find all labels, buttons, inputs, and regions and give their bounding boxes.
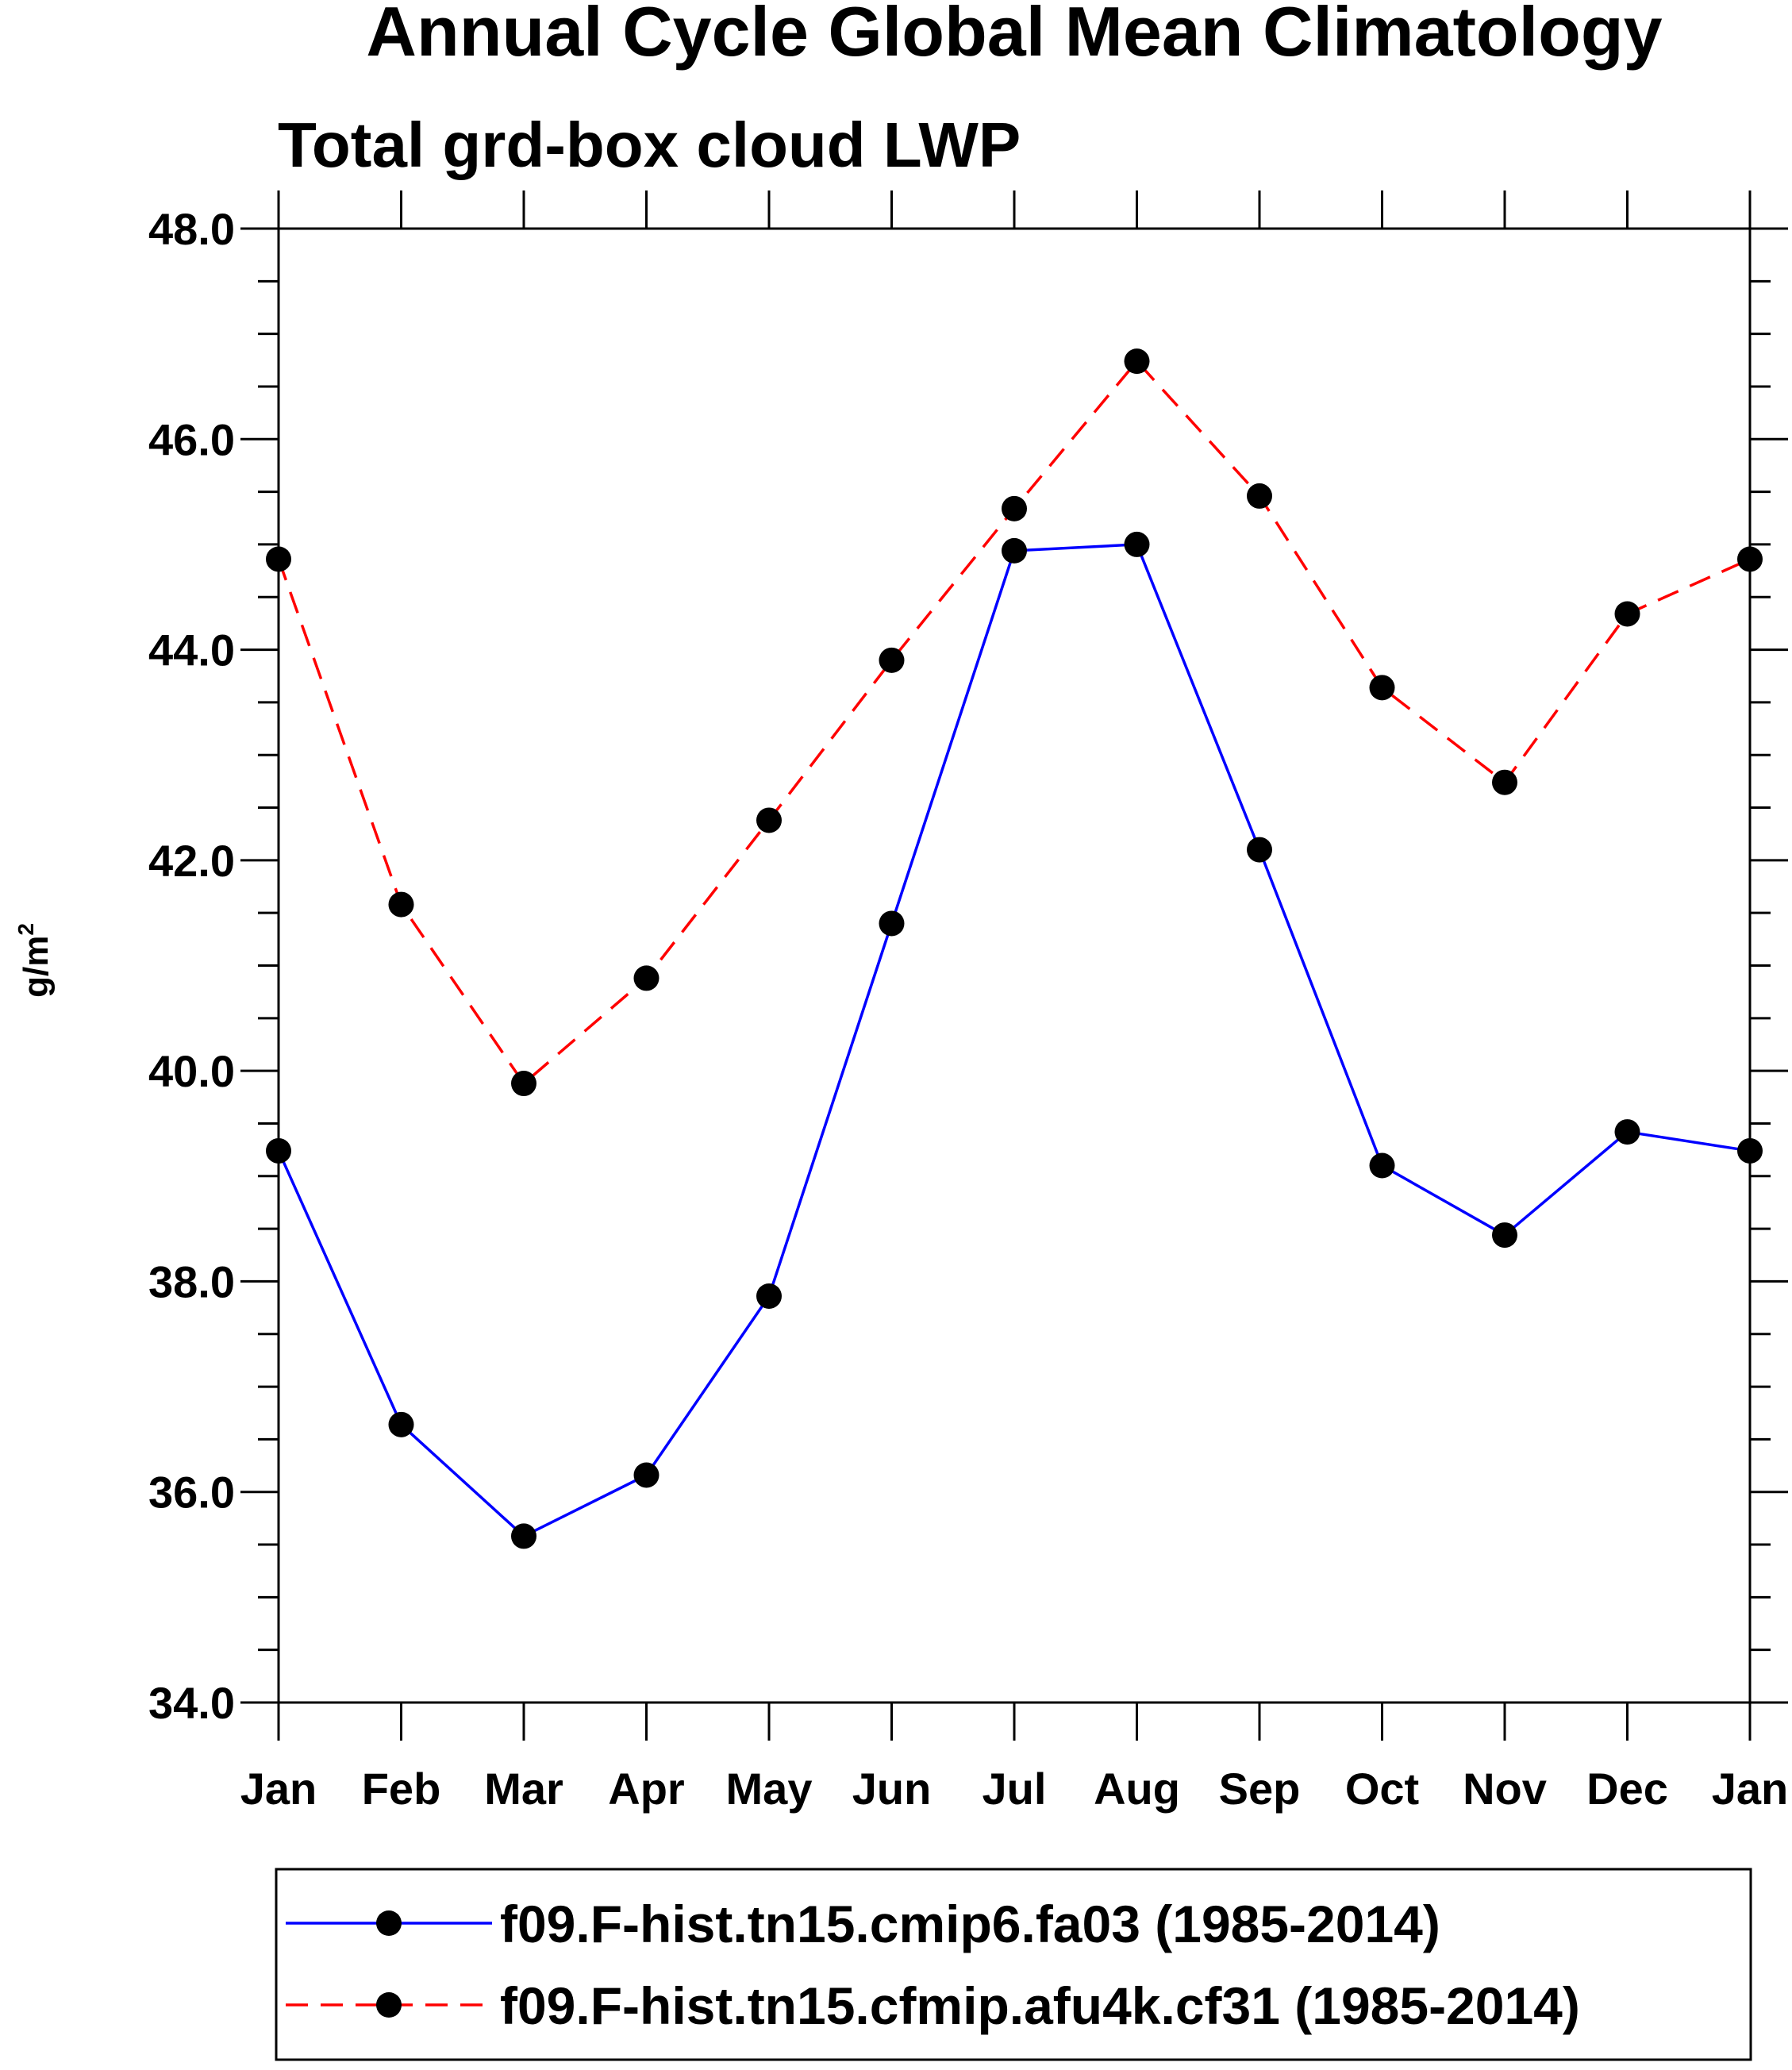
legend-marker-2: [376, 1992, 402, 2018]
data-point: [1369, 1152, 1395, 1179]
plot-frame: [277, 227, 1752, 1704]
data-point: [1124, 348, 1150, 375]
x-tick-label: Aug: [1094, 1764, 1180, 1814]
chart-subtitle: Total grd-box cloud LWP: [278, 110, 1021, 180]
x-tick-label: Dec: [1586, 1764, 1668, 1814]
y-tick-label: 36.0: [148, 1468, 235, 1518]
data-point: [1492, 769, 1517, 795]
series-1: [266, 531, 1763, 1549]
data-point: [1737, 1137, 1763, 1164]
legend-box: [275, 1868, 1752, 2061]
y-tick-label: 42.0: [148, 836, 235, 886]
data-point: [1002, 495, 1027, 521]
data-point: [1369, 675, 1395, 701]
y-tick-label: 46.0: [148, 414, 235, 464]
data-point: [388, 1411, 414, 1437]
data-point: [756, 1283, 782, 1309]
x-tick-label: May: [726, 1764, 813, 1814]
y-axis-label-superscript: 2: [13, 923, 38, 936]
y-axis-label-text: g/m: [17, 936, 56, 998]
data-point: [879, 910, 905, 937]
data-point: [756, 807, 782, 833]
legend: f09.F-hist.tn15.cmip6.fa03 (1985-2014) f0…: [275, 1868, 1752, 2061]
data-point: [511, 1071, 536, 1097]
data-point: [1614, 1119, 1640, 1145]
plot-border: [277, 227, 1752, 1704]
y-tick-label: 48.0: [148, 204, 235, 254]
x-tick-label: Feb: [362, 1764, 441, 1814]
legend-marker-1: [376, 1910, 402, 1936]
series-2: [266, 348, 1763, 1097]
x-tick-label: Sep: [1219, 1764, 1301, 1814]
y-tick-label: 44.0: [148, 625, 235, 675]
data-point: [633, 965, 660, 991]
data-point: [879, 647, 905, 673]
y-axis-label: g/m2: [13, 923, 56, 998]
data-point: [1002, 537, 1027, 564]
y-axis: 34.0 36.0 38.0 40.0 42.0 44.0 46.0 48.0: [148, 204, 1788, 1728]
data-point: [266, 546, 291, 572]
data-point: [1124, 531, 1150, 557]
y-tick-label: 34.0: [148, 1678, 235, 1728]
series-line: [277, 543, 1751, 1538]
x-tick-label: Mar: [484, 1764, 563, 1814]
y-tick-label: 38.0: [148, 1256, 235, 1306]
data-point: [1247, 837, 1272, 863]
series-line: [277, 359, 1751, 1086]
data-point: [1492, 1222, 1517, 1249]
x-axis: Jan Feb Mar Apr May Jun Jul Aug Sep Oct Nov Dec Jan: [240, 190, 1789, 1814]
data-point: [266, 1137, 291, 1164]
data-point: [511, 1523, 536, 1549]
x-tick-label: Apr: [608, 1764, 684, 1814]
data-point: [633, 1462, 660, 1488]
chart-title: Annual Cycle Global Mean Climatology: [366, 0, 1662, 71]
series-layer: [266, 348, 1763, 1549]
legend-label-1: f09.F-hist.tn15.cmip6.fa03 (1985-2014): [500, 1895, 1440, 1953]
x-tick-label: Nov: [1463, 1764, 1547, 1814]
x-tick-label: Jan: [240, 1764, 317, 1814]
x-tick-label: Jun: [852, 1764, 932, 1814]
data-point: [388, 891, 414, 918]
data-point: [1614, 601, 1640, 627]
y-tick-label: 40.0: [148, 1046, 235, 1096]
data-point: [1247, 483, 1272, 509]
x-tick-label: Oct: [1345, 1764, 1419, 1814]
x-tick-label: Jan: [1712, 1764, 1789, 1814]
data-point: [1737, 546, 1763, 572]
x-tick-label: Jul: [983, 1764, 1047, 1814]
legend-label-2: f09.F-hist.tn15.cfmip.afu4k.cf31 (1985-2…: [500, 1976, 1580, 2035]
